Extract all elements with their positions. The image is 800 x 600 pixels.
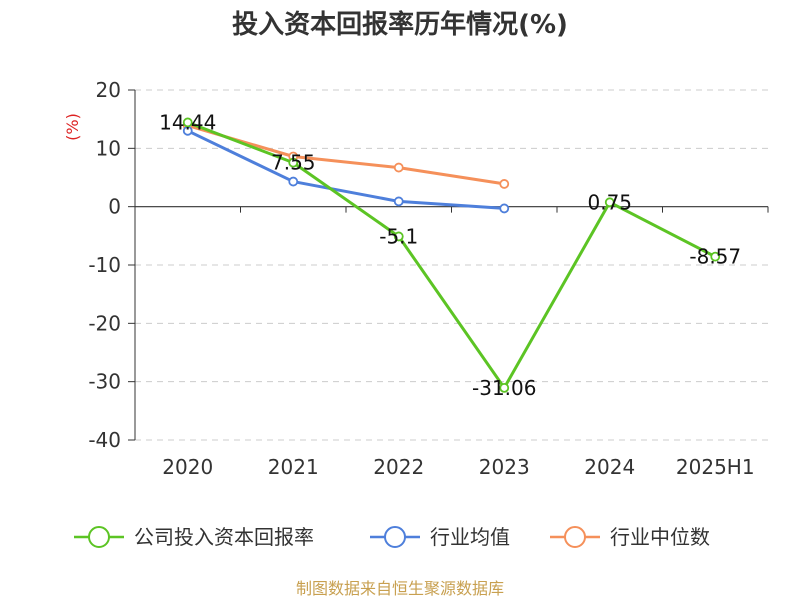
data-label: -31.06	[472, 376, 536, 400]
data-point	[288, 157, 299, 168]
legend: 公司投入资本回报率 行业均值 行业中位数	[74, 525, 710, 549]
y-tick-label: -20	[88, 311, 121, 335]
y-tick-label: -40	[88, 428, 121, 452]
legend-marker	[88, 526, 110, 548]
data-label: -5.1	[379, 224, 418, 248]
legend-label: 行业中位数	[610, 525, 710, 549]
data-point	[499, 203, 510, 214]
legend-label: 行业均值	[430, 525, 510, 549]
y-tick-label: -10	[88, 253, 121, 277]
y-tick-label: -30	[88, 370, 121, 394]
data-point	[499, 179, 510, 189]
data-label: 0.75	[587, 190, 632, 214]
chart-title: 投入资本回报率历年情况(%)	[232, 9, 568, 40]
data-point	[499, 382, 510, 393]
data-point	[393, 231, 404, 242]
data-label: 7.55	[271, 151, 316, 175]
y-tick-label: 20	[96, 78, 121, 102]
x-tick-label: 2020	[162, 455, 213, 479]
x-tick-label: 2024	[584, 455, 635, 479]
data-point	[710, 251, 721, 262]
legend-label: 公司投入资本回报率	[134, 525, 314, 549]
y-axis-unit-label: (%)	[63, 113, 82, 141]
x-tick-label: 2025H1	[676, 455, 755, 479]
x-tick-label: 2021	[268, 455, 319, 479]
y-tick-label: 10	[96, 136, 121, 160]
data-point	[288, 176, 299, 187]
source-note: 制图数据来自恒生聚源数据库	[296, 579, 504, 598]
data-labels: 14.44 7.55 -5.1 -31.06 0.75 -8.57	[159, 110, 741, 399]
data-point	[604, 197, 615, 208]
series-line	[187, 121, 716, 390]
data-point	[393, 196, 404, 207]
axes: 20 10 0 -10 -20 -30 -40 2020 2021 2022 2023 2024 202…	[88, 78, 769, 479]
series-layer	[182, 117, 721, 393]
legend-marker	[384, 526, 406, 548]
data-label: -8.57	[689, 245, 741, 269]
series-line	[187, 129, 505, 210]
x-tick-label: 2022	[373, 455, 424, 479]
data-point	[182, 117, 193, 128]
data-point	[393, 162, 404, 173]
x-tick-label: 2023	[479, 455, 530, 479]
y-tick-label: 0	[108, 195, 121, 219]
data-label: 14.44	[159, 110, 216, 134]
grid-lines	[135, 89, 768, 441]
legend-marker	[564, 526, 586, 548]
